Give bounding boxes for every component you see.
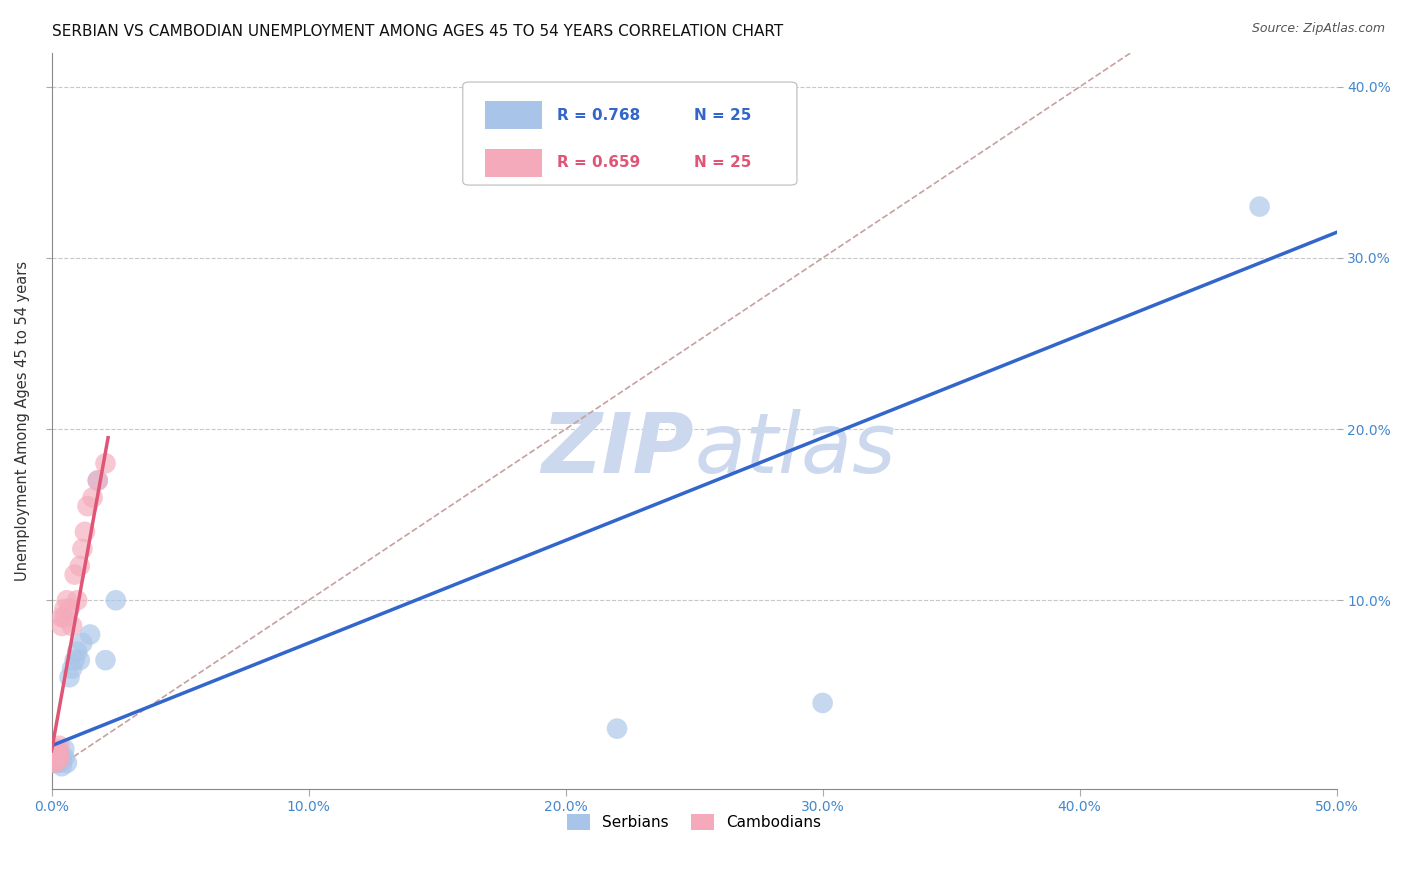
Point [82,491,104,505]
Point [72,636,94,650]
Point [66,645,89,659]
Point [60,619,83,633]
Point [42,756,65,770]
Point [58,670,80,684]
Point [79,627,101,641]
Text: atlas: atlas [695,409,896,491]
Point [53,602,76,616]
Text: R = 0.768: R = 0.768 [557,108,640,122]
Point [48,752,70,766]
Point [811,696,834,710]
Point [48,752,70,766]
Text: ZIP: ZIP [541,409,695,491]
Text: N = 25: N = 25 [695,108,751,122]
Text: SERBIAN VS CAMBODIAN UNEMPLOYMENT AMONG AGES 45 TO 54 YEARS CORRELATION CHART: SERBIAN VS CAMBODIAN UNEMPLOYMENT AMONG … [52,24,783,39]
Point [51,759,73,773]
Point [66,593,89,607]
Point [73,524,96,539]
Point [94,456,117,470]
Point [76,499,98,513]
Point [42,744,65,758]
Point [53,742,76,756]
Text: Source: ZipAtlas.com: Source: ZipAtlas.com [1251,22,1385,36]
Point [104,593,127,607]
Point [48,744,70,758]
Point [45,754,67,768]
Point [53,750,76,764]
Text: R = 0.659: R = 0.659 [557,155,640,170]
FancyBboxPatch shape [485,149,543,177]
Text: N = 25: N = 25 [695,155,751,170]
Point [87,474,110,488]
Point [48,747,70,762]
Point [58,602,80,616]
Point [87,474,110,488]
Point [63,653,86,667]
Point [42,750,65,764]
Point [45,742,67,756]
Y-axis label: Unemployment Among Ages 45 to 54 years: Unemployment Among Ages 45 to 54 years [15,260,30,581]
Point [60,662,83,676]
Point [56,593,79,607]
Point [69,559,91,574]
Point [48,739,70,753]
Point [69,653,91,667]
Point [51,619,73,633]
Point [42,747,65,762]
FancyBboxPatch shape [485,101,543,129]
Point [45,750,67,764]
Point [606,722,628,736]
Point [63,567,86,582]
Point [48,756,70,770]
Point [94,653,117,667]
Point [56,756,79,770]
Legend: Serbians, Cambodians: Serbians, Cambodians [561,808,828,836]
Point [53,610,76,624]
Point [42,756,65,770]
Point [51,610,73,624]
Point [72,541,94,556]
Point [45,756,67,770]
Point [45,749,67,764]
Point [51,752,73,766]
FancyBboxPatch shape [463,82,797,185]
Point [1249,200,1271,214]
